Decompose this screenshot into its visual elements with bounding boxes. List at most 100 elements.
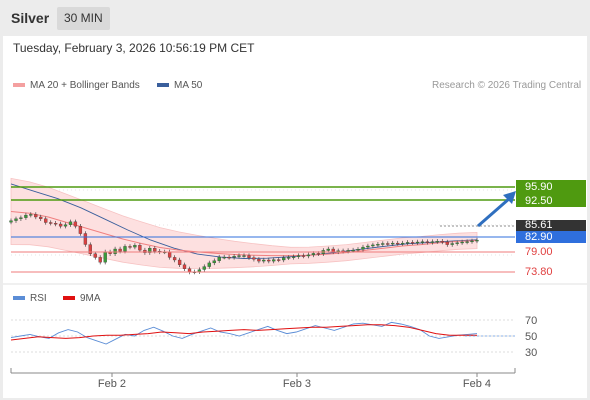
legend-ma50-label: MA 50 <box>174 80 203 91</box>
ma50-line <box>10 183 478 259</box>
candle-body <box>88 244 92 254</box>
candle-body <box>252 257 256 260</box>
candle-body <box>68 221 73 225</box>
x-tick-label: Feb 2 <box>98 378 126 390</box>
candle-body <box>272 259 276 262</box>
rsi-9ma-line <box>10 324 477 341</box>
candle-body <box>410 242 415 244</box>
candle-body <box>425 241 430 243</box>
level-tag-bg-95.90 <box>516 180 586 193</box>
candle-body <box>247 255 251 258</box>
candle-body <box>242 255 246 257</box>
candle-body <box>133 245 137 248</box>
candle-body <box>113 248 117 254</box>
candle-body <box>202 266 206 270</box>
candle-body <box>356 249 360 251</box>
candle-body <box>440 241 444 243</box>
rsi-tick-label: 70 <box>525 315 537 327</box>
candle-body <box>34 214 38 218</box>
candle-body <box>53 223 58 225</box>
candle-body <box>197 269 202 272</box>
candle-body <box>277 259 281 261</box>
candle-body <box>222 256 226 259</box>
instrument-title: Silver <box>11 10 50 26</box>
candle-body <box>227 256 231 259</box>
rsi-swatch <box>13 296 25 301</box>
candle-body <box>167 251 172 258</box>
candle-body <box>450 243 454 245</box>
candle-body <box>267 259 271 262</box>
candle-body <box>148 248 152 253</box>
candle-body <box>386 243 390 245</box>
candle-body <box>371 244 375 247</box>
candle-body <box>316 253 321 255</box>
candle-body <box>98 257 102 263</box>
candle-body <box>237 255 241 257</box>
ma20-swatch <box>13 83 25 88</box>
candle-body <box>73 221 78 227</box>
legend-9ma: 9MA <box>63 293 101 304</box>
candle-body <box>381 243 385 245</box>
candle-body <box>400 242 405 245</box>
candle-body <box>207 262 211 267</box>
rsi-tick-label: 30 <box>525 347 537 359</box>
candle-body <box>470 240 474 243</box>
candle-body <box>63 224 68 227</box>
chart-datetime: Tuesday, February 3, 2026 10:56:19 PM CE… <box>13 41 255 55</box>
candle-body <box>405 242 410 244</box>
candle-body <box>465 241 469 243</box>
level-tag-79.00: 79.00 <box>525 246 553 258</box>
legend-9ma-label: 9MA <box>80 293 101 304</box>
candle-body <box>391 242 395 245</box>
candle-body <box>435 241 439 243</box>
candle-body <box>311 253 316 256</box>
candle-body <box>128 246 132 248</box>
candle-body <box>103 251 107 263</box>
candle-body <box>455 242 459 244</box>
x-tick-label: Feb 4 <box>463 378 491 390</box>
candle-body <box>123 246 127 252</box>
candle-body <box>118 248 122 252</box>
legend-ma50: MA 50 <box>157 80 202 91</box>
candle-body <box>415 241 420 244</box>
candle-body <box>24 214 28 218</box>
candle-body <box>44 218 48 223</box>
candle-body <box>212 260 216 264</box>
candle-body <box>430 241 435 243</box>
candle-body <box>14 218 18 221</box>
candle-body <box>420 241 425 243</box>
timeframe-badge[interactable]: 30 MIN <box>57 7 110 30</box>
level-tag-bg-85.61 <box>516 220 586 231</box>
candle-body <box>177 259 182 265</box>
candle-body <box>460 241 464 244</box>
candle-body <box>217 256 221 261</box>
candle-body <box>93 253 97 258</box>
candle-body <box>83 233 88 245</box>
legend-rsi-label: RSI <box>30 293 47 304</box>
level-tag-bg-92.50 <box>516 193 586 207</box>
research-credit: Research © 2026 Trading Central <box>432 80 582 91</box>
candle-body <box>262 259 266 262</box>
candle-body <box>78 226 83 234</box>
legend-ma20-label: MA 20 + Bollinger Bands <box>30 80 140 91</box>
candle-body <box>475 239 479 242</box>
candle-body <box>257 259 261 262</box>
candle-body <box>396 242 400 245</box>
x-tick-label: Feb 3 <box>283 378 311 390</box>
candle-body <box>331 248 335 253</box>
candle-body <box>182 264 187 269</box>
level-tag-73.80: 73.80 <box>525 266 553 278</box>
level-tag-85.61: 85.61 <box>525 219 553 231</box>
chart-header: Silver 30 MIN <box>0 0 590 36</box>
candle-body <box>19 217 23 219</box>
rsi-tick-label: 50 <box>525 331 537 343</box>
candle-body <box>153 248 157 252</box>
candle-body <box>306 254 311 257</box>
candle-body <box>39 216 43 219</box>
candle-body <box>376 244 380 246</box>
level-tag-82.90: 82.90 <box>525 231 553 243</box>
projection-arrow-line <box>477 196 511 228</box>
candle-body <box>445 241 449 245</box>
